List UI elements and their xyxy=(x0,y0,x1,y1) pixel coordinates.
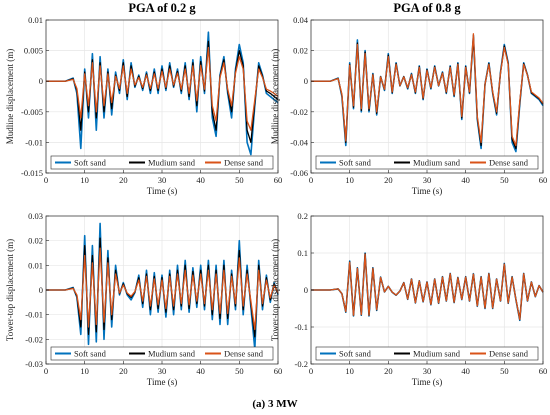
series-line-dense xyxy=(311,253,544,321)
y-tick-label: -0.02 xyxy=(25,334,43,344)
figure-caption: (a) 3 MW xyxy=(252,398,298,410)
legend-label: Soft sand xyxy=(74,349,107,359)
y-tick-label: 0.2 xyxy=(297,211,308,221)
series-line-dense xyxy=(311,33,544,147)
x-tick-label: 60 xyxy=(274,175,283,185)
x-tick-label: 0 xyxy=(44,366,48,376)
x-axis-label: Time (s) xyxy=(412,186,442,196)
y-tick-label: -0.04 xyxy=(290,137,308,147)
x-tick-label: 50 xyxy=(235,366,244,376)
x-tick-label: 50 xyxy=(500,366,509,376)
legend-label: Mudium sand xyxy=(413,158,461,168)
y-tick-label: 0.02 xyxy=(28,236,43,246)
legend: Soft sand Mudium sand Dense sand xyxy=(50,155,274,170)
figure-canvas: 0 10 20 30 40 50 60 -0.015 -0.01 -0.005 0 0.005 0.01… xyxy=(5,1,547,387)
x-tick-label: 10 xyxy=(80,366,89,376)
x-tick-label: 0 xyxy=(44,175,48,185)
chart-title: PGA of 0.2 g xyxy=(128,1,196,15)
series-line-dense xyxy=(46,247,279,331)
y-tick-label: 0.01 xyxy=(28,260,43,270)
y-tick-label: 0 xyxy=(39,285,43,295)
x-tick-label: 60 xyxy=(274,366,283,376)
legend-label: Dense sand xyxy=(489,158,529,168)
y-tick-label: 0.04 xyxy=(293,15,309,25)
x-tick-label: 40 xyxy=(461,366,470,376)
x-tick-label: 10 xyxy=(80,175,89,185)
x-tick-label: 30 xyxy=(158,366,167,376)
legend-box xyxy=(50,346,274,361)
legend-label: Dense sand xyxy=(224,158,264,168)
y-tick-label: -0.02 xyxy=(290,107,308,117)
x-axis-label: Time (s) xyxy=(147,377,177,387)
y-tick-label: -0.06 xyxy=(290,168,308,178)
chart-panel-1: 0 10 20 30 40 50 60 -0.015 -0.01 -0.005 0 0.005 0.01… xyxy=(5,1,282,196)
x-tick-label: 60 xyxy=(539,175,548,185)
chart-panel-4: 0 10 20 30 40 50 60 -0.2 -0.1 0 0.1 0.2 Time (s) Towe… xyxy=(270,211,547,387)
y-tick-label: 0.005 xyxy=(24,46,43,56)
legend-label: Mudium sand xyxy=(148,349,196,359)
x-tick-label: 30 xyxy=(423,366,432,376)
y-tick-label: 0.01 xyxy=(28,15,43,25)
x-tick-label: 20 xyxy=(119,175,128,185)
x-tick-label: 30 xyxy=(158,175,167,185)
legend-label: Soft sand xyxy=(339,349,372,359)
legend: Soft sand Mudium sand Dense sand xyxy=(315,346,539,361)
legend-label: Mudium sand xyxy=(413,349,461,359)
y-tick-label: -0.01 xyxy=(25,137,43,147)
legend-box xyxy=(50,155,274,170)
x-tick-label: 60 xyxy=(539,366,548,376)
y-axis-label: Tower-top displacement (m) xyxy=(270,239,280,341)
x-tick-label: 50 xyxy=(500,175,509,185)
x-tick-label: 10 xyxy=(345,175,354,185)
legend-label: Dense sand xyxy=(489,349,529,359)
y-axis-label: Mudline displacement (m) xyxy=(5,49,15,144)
chart-title: PGA of 0.8 g xyxy=(393,1,461,15)
x-tick-label: 50 xyxy=(235,175,244,185)
x-tick-label: 40 xyxy=(196,175,205,185)
x-tick-label: 20 xyxy=(384,175,393,185)
legend-label: Mudium sand xyxy=(148,158,196,168)
y-tick-label: -0.01 xyxy=(25,310,43,320)
chart-panel-2: 0 10 20 30 40 50 60 -0.06 -0.04 -0.02 0 0.02 0.04 Tim… xyxy=(270,1,547,196)
legend: Soft sand Mudium sand Dense sand xyxy=(315,155,539,170)
y-tick-label: 0.03 xyxy=(28,211,43,221)
series-line-dense xyxy=(46,46,279,131)
x-tick-label: 30 xyxy=(423,175,432,185)
x-tick-label: 10 xyxy=(345,366,354,376)
y-tick-label: 0 xyxy=(304,285,308,295)
legend-box xyxy=(315,155,539,170)
y-tick-label: -0.015 xyxy=(21,168,43,178)
legend-label: Soft sand xyxy=(74,158,107,168)
x-axis-label: Time (s) xyxy=(147,186,177,196)
legend-label: Soft sand xyxy=(339,158,372,168)
y-tick-label: 0 xyxy=(304,76,308,86)
x-tick-label: 40 xyxy=(196,366,205,376)
y-tick-label: -0.1 xyxy=(295,322,308,332)
x-tick-label: 0 xyxy=(309,366,313,376)
y-tick-label: 0.1 xyxy=(297,248,308,258)
x-tick-label: 20 xyxy=(384,366,393,376)
x-axis-label: Time (s) xyxy=(412,377,442,387)
legend-label: Dense sand xyxy=(224,349,264,359)
y-tick-label: -0.2 xyxy=(295,359,308,369)
chart-panel-3: 0 10 20 30 40 50 60 -0.03 -0.02 -0.01 0 0.01 0.02 0.0… xyxy=(5,211,282,387)
y-tick-label: -0.03 xyxy=(25,359,43,369)
x-tick-label: 20 xyxy=(119,366,128,376)
y-tick-label: -0.005 xyxy=(21,107,43,117)
x-tick-label: 0 xyxy=(309,175,313,185)
y-tick-label: 0.02 xyxy=(293,46,308,56)
legend-box xyxy=(315,346,539,361)
y-axis-label: Tower-top displacement (m) xyxy=(5,239,15,341)
y-tick-label: 0 xyxy=(39,76,43,86)
legend: Soft sand Mudium sand Dense sand xyxy=(50,346,274,361)
y-axis-label: Mudline displacement (m) xyxy=(270,49,280,144)
x-tick-label: 40 xyxy=(461,175,470,185)
